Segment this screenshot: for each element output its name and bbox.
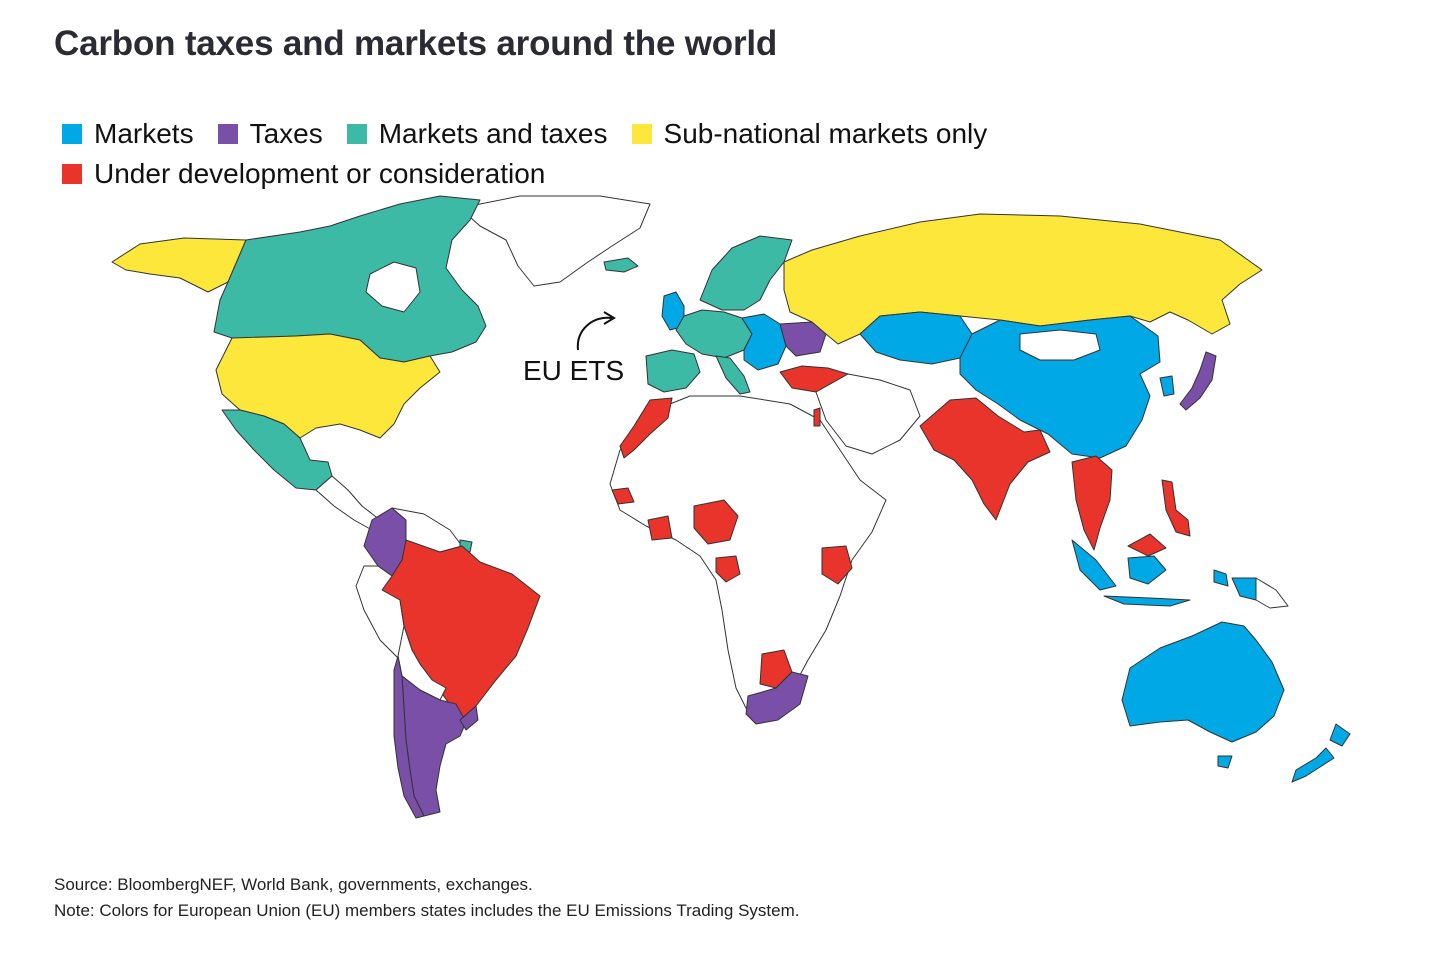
region-malaysia <box>1127 533 1167 557</box>
region-kenya <box>821 545 853 585</box>
legend-item-under-development: Under development or consideration <box>62 158 545 190</box>
region-india <box>919 397 1051 521</box>
legend-label-taxes: Taxes <box>249 118 323 149</box>
region-uruguay <box>459 705 479 731</box>
source-note: Source: BloombergNEF, World Bank, govern… <box>54 875 533 894</box>
legend-label-markets-and-taxes: Markets and taxes <box>378 118 608 149</box>
legend-item-subnational: Sub-national markets only <box>631 118 988 150</box>
region-australia <box>1121 621 1285 743</box>
legend-swatch-taxes <box>217 124 238 144</box>
region-senegal <box>611 487 635 505</box>
note-text: Note: Colors for European Union (EU) mem… <box>54 901 800 920</box>
region-morocco <box>619 397 673 459</box>
region-greenland <box>459 195 651 287</box>
region-tasmania <box>1217 755 1233 769</box>
region-papua <box>1231 577 1257 601</box>
legend-swatch-under-development <box>62 164 82 184</box>
region-iberia <box>645 349 701 393</box>
chart-title: Carbon taxes and markets around the worl… <box>54 24 778 63</box>
legend-item-markets: Markets <box>62 118 194 150</box>
eu-ets-label: EU ETS <box>523 355 625 386</box>
region-alaska <box>111 237 247 293</box>
legend-swatch-subnational <box>631 124 652 144</box>
eu-ets-arrow-icon <box>576 316 613 351</box>
region-south-africa <box>745 671 809 725</box>
legend-swatch-markets-and-taxes <box>346 124 367 144</box>
region-philippines <box>1161 479 1191 537</box>
region-indonesia <box>1071 539 1229 607</box>
footnotes: Source: BloombergNEF, World Bank, govern… <box>54 872 799 924</box>
region-china <box>959 315 1161 459</box>
legend-swatch-markets <box>62 124 82 144</box>
legend-label-markets: Markets <box>94 118 194 149</box>
region-cote-divoire <box>647 515 673 541</box>
region-scandinavia <box>699 235 793 311</box>
legend-label-subnational: Sub-national markets only <box>663 118 988 149</box>
legend: Markets Taxes Markets and taxes Sub-nati… <box>62 114 1262 194</box>
region-nigeria <box>693 499 739 545</box>
region-russia <box>783 213 1263 345</box>
region-hudson-bay <box>365 261 421 313</box>
region-korea <box>1159 375 1175 397</box>
region-italy <box>715 355 751 395</box>
legend-item-markets-and-taxes: Markets and taxes <box>346 118 608 150</box>
region-middle-east <box>815 373 921 455</box>
region-israel <box>813 407 821 427</box>
region-mexico <box>221 409 333 491</box>
region-new-zealand <box>1291 723 1351 783</box>
region-chile <box>393 655 425 819</box>
legend-row-1: Markets Taxes Markets and taxes Sub-nati… <box>62 114 1262 154</box>
legend-row-2: Under development or consideration <box>62 154 1262 194</box>
region-thailand <box>1071 455 1113 551</box>
legend-item-taxes: Taxes <box>217 118 323 150</box>
region-kazakhstan <box>859 311 973 365</box>
region-eastern-eu <box>741 313 787 371</box>
region-gabon <box>715 555 741 583</box>
eu-ets-arrowhead-icon <box>603 311 616 325</box>
region-central-america <box>315 475 381 531</box>
region-western-europe <box>675 309 753 359</box>
region-png <box>1255 577 1289 609</box>
region-iceland <box>603 257 639 273</box>
region-japan <box>1179 351 1217 411</box>
legend-label-under-development: Under development or consideration <box>94 158 546 189</box>
region-mongolia <box>1019 329 1101 361</box>
